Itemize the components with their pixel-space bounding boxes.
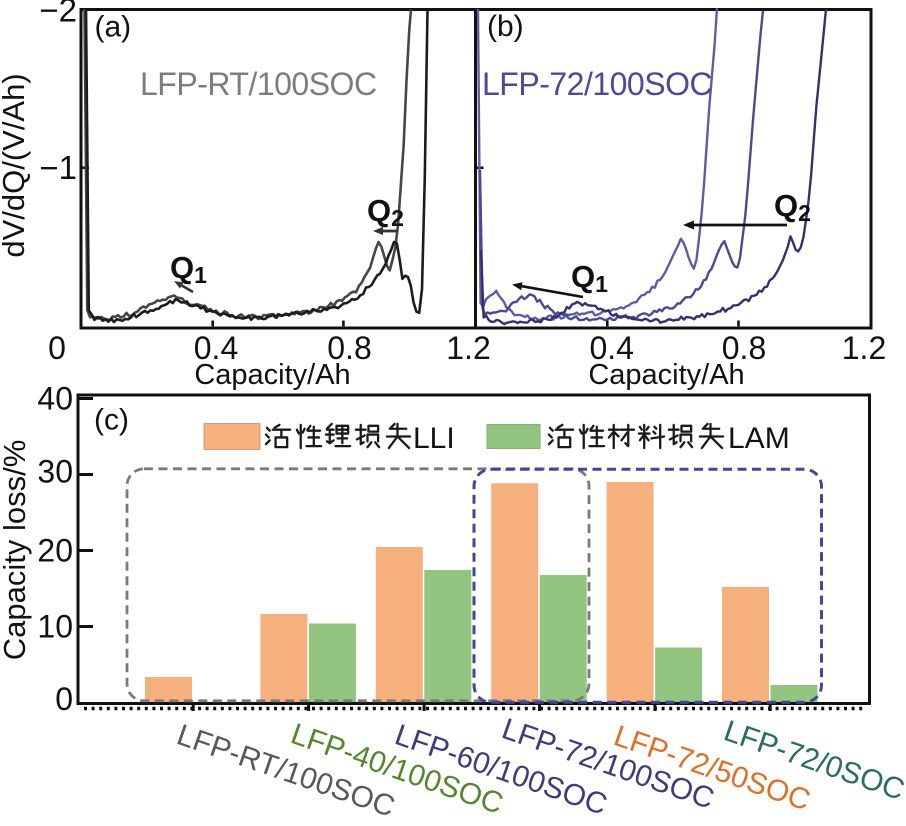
svg-text:Q2: Q2 — [367, 193, 404, 231]
svg-text:dV/dQ/(V/Ah): dV/dQ/(V/Ah) — [0, 73, 31, 257]
svg-text:LFP-72/100SOC: LFP-72/100SOC — [482, 66, 712, 102]
svg-text:0: 0 — [48, 330, 66, 366]
svg-text:0.4: 0.4 — [194, 330, 238, 366]
svg-text:Q2: Q2 — [774, 188, 811, 226]
svg-text:Capacity/Ah: Capacity/Ah — [588, 359, 744, 391]
svg-text:0.4: 0.4 — [589, 330, 633, 366]
svg-text:0.8: 0.8 — [327, 330, 371, 366]
svg-text:−2: −2 — [39, 0, 77, 29]
svg-text:30: 30 — [37, 454, 73, 490]
svg-text:(c): (c) — [94, 404, 129, 437]
svg-text:(b): (b) — [487, 10, 524, 43]
svg-text:40: 40 — [37, 381, 73, 417]
svg-text:1.2: 1.2 — [842, 330, 886, 366]
svg-text:20: 20 — [37, 533, 73, 569]
svg-text:Capacity loss/%: Capacity loss/% — [0, 440, 32, 661]
svg-text:10: 10 — [37, 609, 73, 645]
svg-text:LLI: LLI — [413, 422, 455, 455]
svg-text:Q1: Q1 — [571, 259, 608, 297]
svg-text:LAM: LAM — [728, 422, 790, 455]
svg-text:0: 0 — [55, 681, 73, 717]
svg-text:1.2: 1.2 — [446, 330, 490, 366]
svg-text:0.8: 0.8 — [722, 330, 766, 366]
svg-text:LFP-RT/100SOC: LFP-RT/100SOC — [140, 66, 377, 102]
svg-text:Capacity/Ah: Capacity/Ah — [194, 359, 350, 391]
svg-text:(a): (a) — [95, 11, 132, 44]
svg-text:−1: −1 — [39, 149, 77, 186]
svg-text:Q1: Q1 — [170, 250, 207, 288]
